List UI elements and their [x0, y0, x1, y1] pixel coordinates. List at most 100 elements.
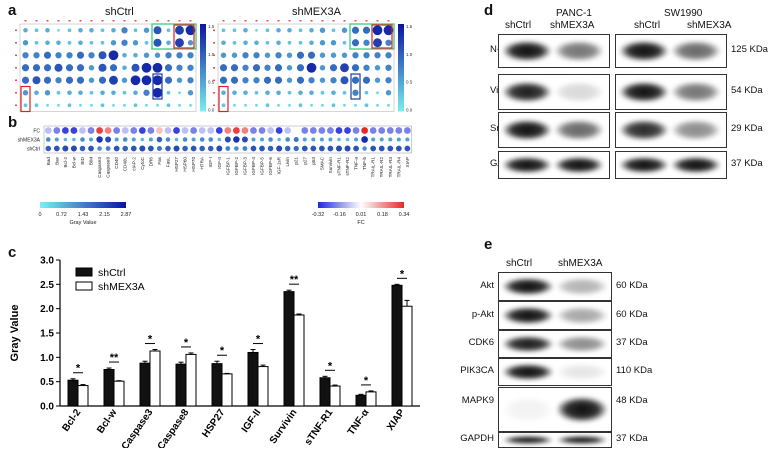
matrix-dot: [231, 52, 238, 58]
gene-label: IGFBP-2: [234, 157, 239, 175]
matrix-dot: [265, 40, 270, 45]
matrix-dot: [112, 103, 115, 107]
matrix-dot: [121, 39, 128, 46]
kda-label: 54 KDa: [731, 85, 763, 96]
gray-dot: [208, 137, 214, 142]
sig-marker: **: [110, 352, 119, 364]
col-tick: [178, 20, 181, 22]
gray-dot: [234, 146, 239, 151]
matrix-dot: [387, 103, 390, 107]
y-tick-label: 0.5: [40, 377, 54, 388]
matrix-dot: [56, 90, 61, 95]
gene-label: Livin: [285, 157, 290, 167]
bar-shCtrl: [355, 394, 367, 407]
colorbar-tick-label: 0.0: [208, 108, 215, 113]
matrix-dot: [341, 27, 348, 33]
gray-dot: [344, 145, 351, 152]
matrix-dot: [100, 90, 105, 96]
fc-dot: [198, 127, 206, 134]
row-tick: [213, 29, 215, 32]
bar-shCtrl: [139, 362, 151, 407]
matrix-dot: [319, 77, 326, 83]
gray-dot: [148, 137, 153, 142]
category-label: Caspase8: [156, 407, 192, 448]
matrix-dot: [178, 91, 181, 95]
gray-legend-tick: 2.15: [99, 212, 110, 218]
panel-a-letter: a: [8, 2, 17, 19]
matrix-dot: [78, 27, 83, 33]
matrix-dot: [331, 28, 336, 33]
lane-label-ctrl-1: shCtrl: [505, 20, 532, 31]
matrix-dot: [374, 65, 381, 71]
category-label: TNF-α: [346, 407, 372, 438]
row-label: shCtrl: [27, 147, 40, 153]
gray-dot: [225, 146, 231, 151]
fc-dot: [318, 127, 326, 134]
gray-dot: [319, 137, 324, 142]
gene-label: TRAIL-R1: [371, 157, 376, 178]
gene-label: BIM: [89, 157, 94, 165]
panel-a-title-ctrl: shCtrl: [105, 6, 134, 18]
gray-dot: [395, 145, 402, 152]
gray-dot: [327, 145, 334, 152]
protein-band: [672, 119, 720, 141]
col-tick: [167, 20, 170, 22]
gray-dot: [62, 145, 69, 152]
gray-dot: [388, 137, 393, 142]
matrix-dot: [265, 28, 270, 33]
category-label: sTNF-R1: [303, 407, 336, 447]
gray-dot: [276, 145, 283, 152]
blot-strip: [615, 151, 727, 179]
gray-dot: [337, 137, 341, 142]
matrix-dot: [275, 52, 282, 59]
matrix-dot: [185, 25, 196, 36]
fc-dot: [147, 127, 155, 134]
matrix-dot: [330, 77, 337, 84]
matrix-dot: [76, 76, 85, 84]
gray-dot: [139, 145, 146, 152]
y-tick-label: 2.5: [40, 280, 54, 291]
gray-dot: [165, 137, 171, 142]
matrix-dot: [243, 90, 248, 96]
matrix-dot: [254, 90, 259, 95]
gray-dot: [88, 145, 94, 152]
sig-marker: *: [220, 345, 225, 357]
matrix-dot: [141, 62, 152, 73]
gene-label: TNF-a: [354, 157, 359, 170]
gene-label: Fas: [157, 156, 162, 164]
lane-label-mex-e: shMEX3A: [558, 258, 603, 269]
gray-dot: [79, 145, 86, 152]
matrix-dot: [22, 90, 29, 96]
matrix-dot: [88, 77, 95, 83]
matrix-dot: [108, 50, 119, 61]
matrix-dot: [219, 76, 228, 84]
matrix-dot: [34, 103, 39, 108]
bar-shMEX3A: [221, 373, 233, 407]
fc-dot: [138, 127, 146, 134]
gray-dot: [216, 145, 223, 152]
matrix-dot: [152, 87, 163, 98]
matrix-dot: [131, 63, 140, 72]
fc-dot: [232, 127, 240, 134]
matrix-dot: [276, 90, 281, 96]
matrix-dot: [133, 28, 138, 33]
matrix-dot: [385, 90, 392, 96]
gray-dot: [173, 145, 180, 152]
matrix-dot: [178, 103, 181, 107]
matrix-dot: [145, 103, 148, 107]
matrix-dot: [232, 40, 237, 45]
gray-dot: [328, 137, 333, 142]
matrix-dot: [133, 103, 138, 108]
matrix-dot: [374, 52, 381, 59]
protein-band: [557, 336, 607, 352]
matrix-dot: [287, 27, 292, 33]
kda-label: 110 KDa: [616, 365, 653, 376]
highlight-box: [152, 73, 163, 100]
lane-label-mex-1: shMEX3A: [550, 20, 595, 31]
fc-legend-tick: 0.18: [377, 212, 388, 218]
gray-dot: [345, 137, 350, 142]
row-tick: [213, 42, 215, 44]
matrix-dot: [354, 103, 357, 107]
gray-legend-tick: 2.87: [121, 212, 132, 218]
gray-dot: [404, 145, 411, 152]
